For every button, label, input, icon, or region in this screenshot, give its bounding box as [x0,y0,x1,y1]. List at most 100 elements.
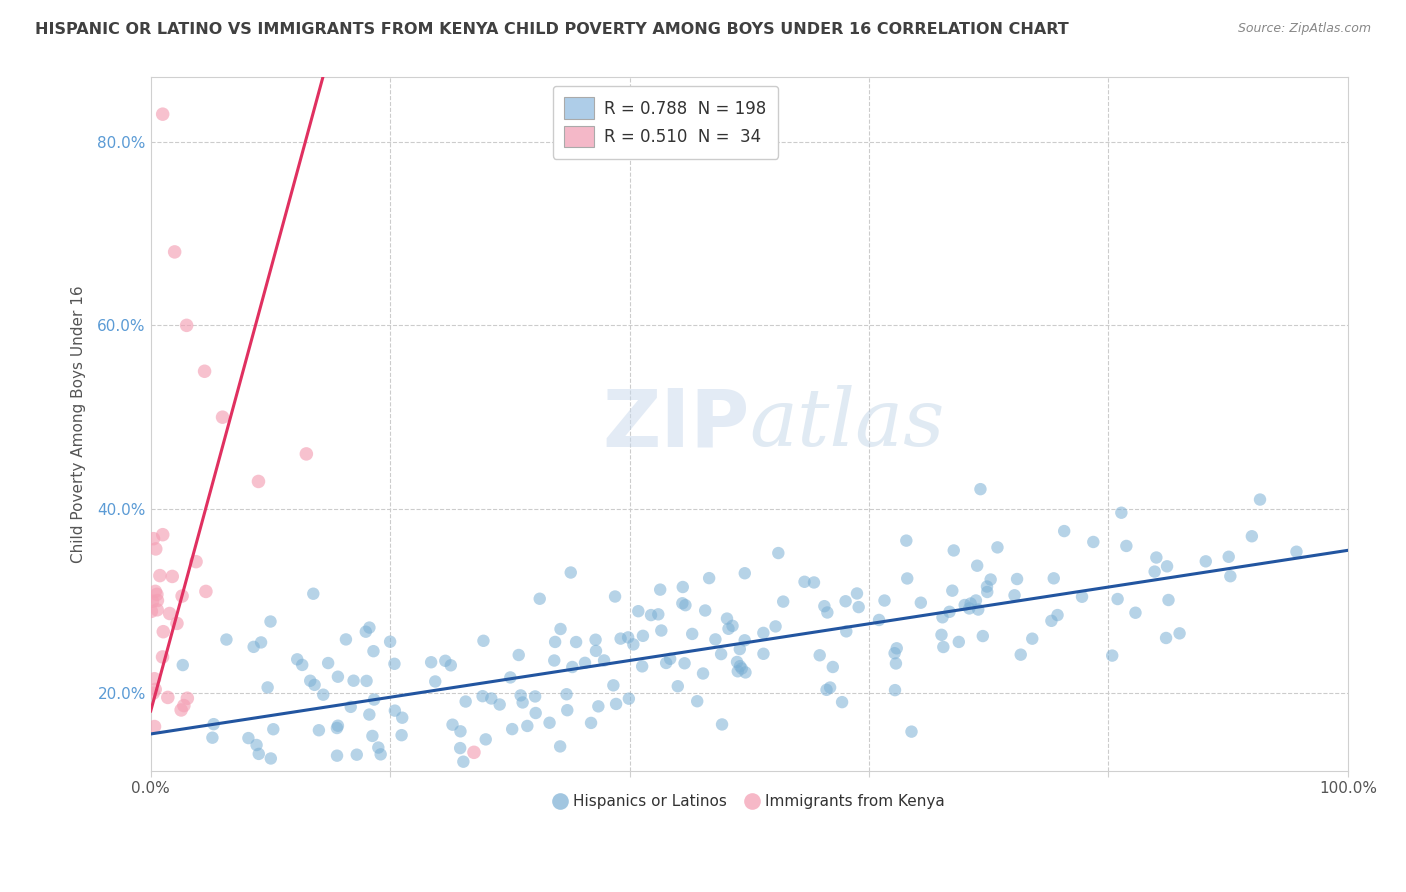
Point [752,626,775,640]
Point [593,653,616,667]
Point [529,591,551,606]
Text: ZIP: ZIP [602,385,749,463]
Point [752,647,775,661]
Point [146,587,169,601]
Point [932,640,955,654]
Point [793,574,815,589]
Point [969,482,991,496]
Point [671,596,693,610]
Point [555,687,578,701]
Point [710,647,733,661]
Point [574,656,596,670]
Point [238,731,260,745]
Point [488,698,510,712]
Point [479,691,502,706]
Point [501,722,523,736]
Point [681,627,703,641]
Point [1168,626,1191,640]
Point [453,755,475,769]
Point [765,619,787,633]
Point [391,728,413,742]
Point [1154,631,1177,645]
Point [524,706,547,720]
Point [441,717,464,731]
Point [948,635,970,649]
Point [953,598,976,612]
Point [731,661,754,675]
Point [617,691,640,706]
Point [1125,606,1147,620]
Point [202,717,225,731]
Point [156,690,179,705]
Point [965,593,987,607]
Point [361,729,384,743]
Point [302,587,325,601]
Point [603,590,626,604]
Point [295,447,318,461]
Point [363,692,385,706]
Point [579,715,602,730]
Point [143,720,166,734]
Point [312,688,335,702]
Point [647,607,669,622]
Point [815,606,838,620]
Point [245,738,267,752]
Point [883,646,905,660]
Point [650,624,672,638]
Point [1101,648,1123,663]
Point [143,682,166,697]
Point [655,656,678,670]
Point [555,703,578,717]
Point [142,686,165,700]
Point [291,657,314,672]
Point [1040,614,1063,628]
Point [1053,524,1076,538]
Point [159,607,181,621]
Point [1010,648,1032,662]
Point [835,624,858,639]
Point [512,696,534,710]
Point [966,558,988,573]
Point [259,615,281,629]
Point [884,683,907,698]
Point [173,698,195,713]
Point [834,594,856,608]
Point [886,641,908,656]
Point [813,599,835,614]
Point [1240,529,1263,543]
Point [1195,554,1218,568]
Point [211,410,233,425]
Point [176,691,198,706]
Point [725,655,748,669]
Point [1115,539,1137,553]
Point [342,673,364,688]
Point [631,659,654,673]
Point [152,649,174,664]
Point [768,546,790,560]
Point [666,679,689,693]
Point [145,541,167,556]
Point [686,694,709,708]
Point [717,622,740,636]
Point [141,594,163,608]
Point [384,704,406,718]
Point [472,633,495,648]
Point [609,632,631,646]
Point [846,586,869,600]
Point [1143,565,1166,579]
Point [378,634,401,648]
Point [262,723,284,737]
Point [695,603,717,617]
Point [176,318,198,333]
Point [449,741,471,756]
Point [588,699,610,714]
Point [463,745,485,759]
Point [959,597,981,611]
Point [931,628,953,642]
Point [449,724,471,739]
Point [1156,559,1178,574]
Point [250,635,273,649]
Point [808,648,831,663]
Point [471,689,494,703]
Point [803,575,825,590]
